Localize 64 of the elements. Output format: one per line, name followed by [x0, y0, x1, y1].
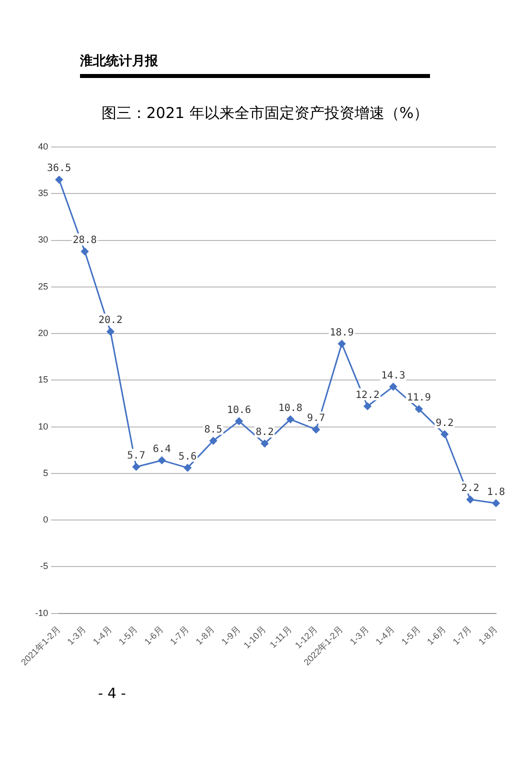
y-tick-label: 5 [43, 468, 48, 478]
y-tick-label: 40 [38, 141, 48, 152]
x-tick-label: 1-11月 [268, 624, 294, 650]
text: 8.2 [256, 427, 274, 438]
point [415, 405, 423, 413]
point [466, 496, 474, 504]
x-tick-label: 1-5月 [399, 624, 422, 647]
text: 12.2 [355, 390, 380, 401]
point [389, 382, 397, 390]
x-tick-label: 1-3月 [348, 624, 371, 647]
x-tick-label: 1-4月 [91, 624, 114, 647]
text: 10.6 [226, 404, 252, 416]
y-tick-label: 25 [38, 281, 48, 292]
text: 9.2 [436, 418, 454, 429]
x-tick-label: 1-9月 [220, 624, 242, 647]
text: 5.6 [178, 451, 197, 462]
x-tick-label: 1-8月 [476, 624, 500, 647]
x-tick-label: 1-6月 [142, 624, 166, 647]
point [286, 416, 294, 424]
text: 6.4 [152, 444, 171, 455]
text: 1.8 [486, 486, 506, 498]
y-tick-label: 35 [38, 188, 48, 198]
x-tick-label: 1-4月 [374, 624, 396, 647]
text: 28.8 [72, 235, 97, 246]
point [364, 402, 372, 410]
y-tick-label: -5 [40, 561, 48, 572]
point [81, 248, 89, 256]
point [55, 176, 63, 184]
point [210, 437, 218, 445]
point [440, 430, 448, 438]
x-tick-label: 1-6月 [425, 624, 448, 647]
point [260, 440, 268, 448]
text: 10.8 [278, 402, 302, 414]
point [158, 456, 166, 464]
text: 36.5 [47, 163, 72, 174]
text: 8.5 [204, 424, 222, 436]
y-tick-label: 10 [38, 421, 48, 432]
x-tick-label: 1-8月 [194, 624, 216, 647]
text: 14.3 [381, 370, 406, 382]
text: 20.2 [98, 315, 123, 326]
x-tick-label: 1-3月 [65, 624, 88, 647]
y-tick-label: 0 [43, 514, 48, 525]
chart-title: 图三：2021 年以来全市固定资产投资增速（%） [100, 103, 430, 124]
point [132, 463, 140, 471]
point [492, 499, 500, 507]
point [184, 464, 192, 472]
x-tick-label: 1-5月 [116, 624, 140, 647]
text: 18.9 [330, 327, 354, 338]
text: 9.7 [307, 413, 326, 424]
point [312, 426, 320, 434]
text: 2.2 [461, 483, 480, 494]
text: 淮北统计月报 [80, 52, 158, 70]
x-tick-label: 1-7月 [168, 624, 191, 647]
text: - 4 - [98, 686, 126, 702]
point [338, 340, 346, 348]
y-tick-label: 15 [38, 374, 48, 385]
text: 11.9 [406, 392, 431, 404]
text: 5.7 [127, 450, 146, 462]
point [235, 417, 243, 425]
point [106, 328, 114, 336]
x-tick-label: 1-7月 [450, 624, 474, 647]
y-tick-label: 20 [38, 328, 48, 338]
y-tick-label: 30 [38, 234, 48, 245]
y-tick-label: -10 [35, 608, 48, 618]
